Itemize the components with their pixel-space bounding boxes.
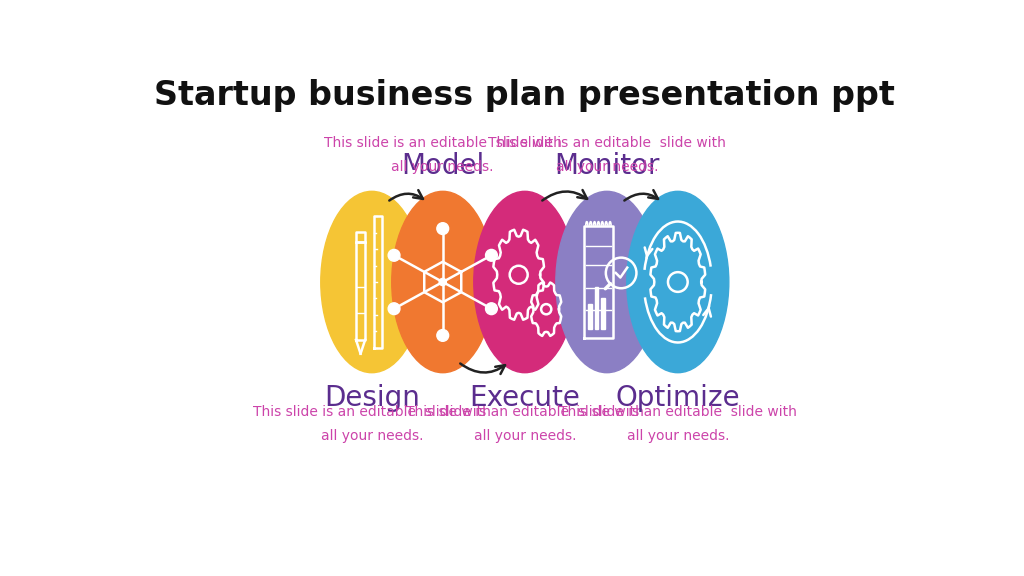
FancyArrowPatch shape (625, 190, 658, 200)
Ellipse shape (321, 191, 423, 373)
Text: This slide is an editable  slide with
all your needs.: This slide is an editable slide with all… (324, 136, 562, 173)
Text: This slide is an editable  slide with
all your needs.: This slide is an editable slide with all… (406, 405, 644, 443)
Text: Startup business plan presentation ppt: Startup business plan presentation ppt (155, 79, 895, 112)
FancyArrowPatch shape (389, 190, 423, 200)
Circle shape (485, 303, 498, 314)
Bar (601, 298, 604, 329)
Ellipse shape (474, 191, 575, 373)
Text: Design: Design (324, 384, 420, 412)
Ellipse shape (392, 191, 494, 373)
Text: This slide is an editable  slide with
all your needs.: This slide is an editable slide with all… (487, 136, 726, 173)
Ellipse shape (627, 191, 729, 373)
Text: Model: Model (401, 152, 484, 180)
Circle shape (388, 303, 400, 314)
FancyArrowPatch shape (543, 190, 587, 200)
Text: Optimize: Optimize (615, 384, 740, 412)
Circle shape (437, 223, 449, 234)
Circle shape (485, 249, 498, 261)
Circle shape (388, 249, 400, 261)
Circle shape (439, 278, 446, 286)
Text: Monitor: Monitor (554, 152, 659, 180)
Text: This slide is an editable  slide with
all your needs.: This slide is an editable slide with all… (253, 405, 490, 443)
Bar (595, 286, 598, 329)
Ellipse shape (556, 191, 657, 373)
FancyArrowPatch shape (460, 363, 505, 374)
Text: This slide is an editable  slide with
all your needs.: This slide is an editable slide with all… (559, 405, 797, 443)
Bar (588, 305, 592, 329)
Circle shape (437, 329, 449, 342)
Text: Execute: Execute (469, 384, 581, 412)
